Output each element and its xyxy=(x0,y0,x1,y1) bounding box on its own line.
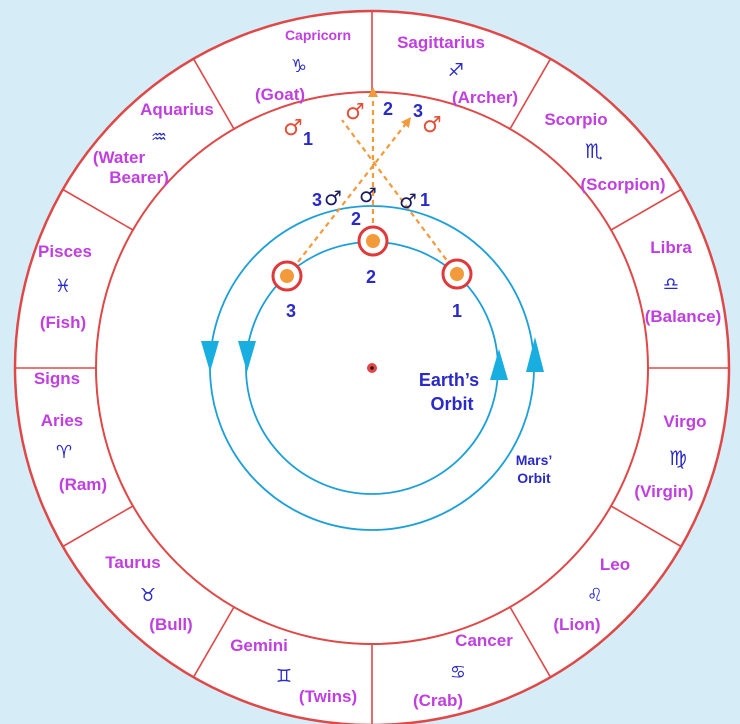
sign-meaning: (Fish) xyxy=(40,313,86,332)
mars-far-positions: ♂ 1 ♂ 2 3 ♂ xyxy=(283,99,442,149)
earth-position-core xyxy=(450,267,464,281)
mars-near-symbol-1-icon: ♂ xyxy=(399,189,417,213)
mars-far-label-3: 3 xyxy=(413,101,423,121)
sign-meaning: (Lion) xyxy=(553,615,600,634)
earth-orbit-label-line2: Orbit xyxy=(431,394,474,414)
earth-orbit-direction-left-icon xyxy=(238,341,256,372)
mars-near-label-3: 3 xyxy=(312,190,322,210)
mars-orbit-direction-right-icon xyxy=(526,337,544,372)
signs-heading: Signs xyxy=(34,369,80,388)
sign-capricorn: Capricorn ♑ (Goat) xyxy=(255,27,351,104)
sign-meaning: (Balance) xyxy=(645,307,722,326)
mars-far-symbol-3-icon: ♂ xyxy=(422,113,442,138)
sign-name: Aquarius xyxy=(140,100,214,119)
sign-cancer: Cancer ♋ (Crab) xyxy=(413,631,513,710)
mars-far-symbol-2-icon: ♂ xyxy=(345,100,365,125)
sign-meaning: (Twins) xyxy=(299,687,357,706)
sign-gemini: Gemini ♊ (Twins) xyxy=(230,636,357,706)
earth-position-label: 1 xyxy=(452,301,462,321)
scorpio-glyph-icon: ♏ xyxy=(585,139,603,163)
zodiac-divider-line xyxy=(62,505,134,548)
earth-position-1: 1 xyxy=(441,258,473,321)
gemini-glyph-icon: ♊ xyxy=(276,666,292,687)
sign-meaning-line2: Bearer) xyxy=(109,168,169,187)
sign-aquarius: Aquarius ♒ (Water Bearer) xyxy=(93,100,214,187)
mars-far-label-2: 2 xyxy=(383,99,393,119)
earth-position-label: 3 xyxy=(286,301,296,321)
zodiac-divider-line xyxy=(509,606,552,678)
sign-name: Leo xyxy=(600,555,630,574)
sign-name: Sagittarius xyxy=(397,33,485,52)
sign-name: Libra xyxy=(650,238,692,257)
sign-meaning: (Archer) xyxy=(452,88,518,107)
zodiac-divider-line xyxy=(62,188,134,231)
sign-meaning: (Bull) xyxy=(149,615,192,634)
pisces-glyph-icon: ♓ xyxy=(55,276,71,297)
cancer-glyph-icon: ♋ xyxy=(450,662,466,683)
zodiac-divider-line xyxy=(509,58,552,130)
earth-position-label: 2 xyxy=(366,267,376,287)
mars-near-label-2: 2 xyxy=(351,209,361,229)
sign-pisces: Pisces ♓ (Fish) xyxy=(38,242,92,332)
mars-near-label-1: 1 xyxy=(420,190,430,210)
zodiac-divider-line xyxy=(610,505,682,548)
libra-glyph-icon: ♎ xyxy=(663,274,679,295)
mars-orbit-label-line1: Mars’ xyxy=(516,452,553,468)
mars-orbit-direction-left-icon xyxy=(201,341,219,372)
sun-dot-core xyxy=(370,366,374,370)
sign-libra: Libra ♎ (Balance) xyxy=(645,238,722,326)
zodiac-divider-line xyxy=(192,606,235,678)
sign-meaning: (Virgin) xyxy=(634,482,693,501)
earth-orbit-label-line1: Earth’s xyxy=(419,370,479,390)
earth-orbit-direction-right-icon xyxy=(490,349,508,380)
earth-position-2: 2 xyxy=(357,225,389,287)
sign-leo: Leo ♌ (Lion) xyxy=(553,555,630,634)
earth-position-core xyxy=(366,234,380,248)
sign-meaning: (Scorpion) xyxy=(581,175,666,194)
mars-near-positions: 3 ♂ ♂ 2 ♂ 1 xyxy=(312,183,430,229)
zodiac-dividers xyxy=(15,11,729,724)
mars-near-symbol-2-icon: ♂ xyxy=(359,183,377,207)
mars-far-label-1: 1 xyxy=(303,129,313,149)
earth-position-core xyxy=(280,269,294,283)
sign-taurus: Taurus ♉ (Bull) xyxy=(105,553,192,634)
sign-name: Scorpio xyxy=(544,110,607,129)
sign-name: Virgo xyxy=(663,412,706,431)
sign-meaning: (Ram) xyxy=(59,475,107,494)
capricorn-glyph-icon: ♑ xyxy=(291,56,307,77)
sign-name: Pisces xyxy=(38,242,92,261)
sign-scorpio: Scorpio ♏ (Scorpion) xyxy=(544,110,665,194)
sign-meaning-line1: (Water xyxy=(93,148,146,167)
sign-name: Capricorn xyxy=(285,27,351,43)
mars-far-symbol-1-icon: ♂ xyxy=(283,116,303,141)
sagittarius-glyph-icon: ♐ xyxy=(448,60,464,81)
zodiac-divider-line xyxy=(610,188,682,231)
sign-name: Gemini xyxy=(230,636,288,655)
sight-line-3 xyxy=(286,117,412,277)
sign-meaning: (Crab) xyxy=(413,691,463,710)
virgo-glyph-icon: ♍ xyxy=(669,446,687,470)
mars-orbit-label-line2: Orbit xyxy=(517,470,551,486)
sign-name: Aries xyxy=(41,411,84,430)
sign-aries: Signs Aries ♈ (Ram) xyxy=(34,369,107,494)
leo-glyph-icon: ♌ xyxy=(587,585,603,606)
sign-name: Cancer xyxy=(455,631,513,650)
earth-position-3: 3 xyxy=(271,260,303,321)
mars-near-symbol-3-icon: ♂ xyxy=(324,186,342,210)
sign-sagittarius: Sagittarius ♐ (Archer) xyxy=(397,33,518,107)
taurus-glyph-icon: ♉ xyxy=(140,585,156,606)
sign-virgo: Virgo ♍ (Virgin) xyxy=(634,412,706,501)
sign-name: Taurus xyxy=(105,553,160,572)
aquarius-glyph-icon: ♒ xyxy=(151,127,167,148)
sign-meaning: (Goat) xyxy=(255,85,305,104)
aries-glyph-icon: ♈ xyxy=(56,442,72,463)
zodiac-divider-line xyxy=(192,58,235,130)
